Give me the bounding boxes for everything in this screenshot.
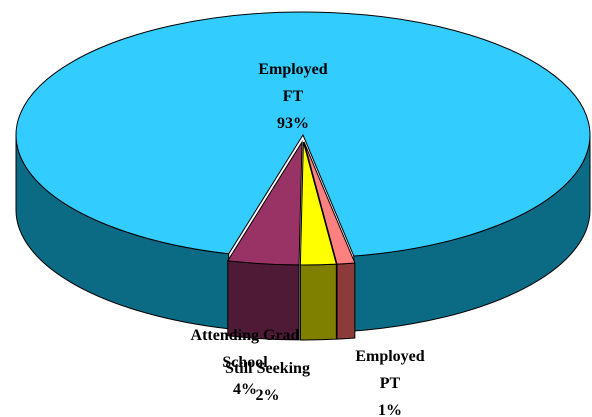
category-label: Attending Grad School [190,327,300,371]
slice-side [299,263,337,341]
slice-label: Still Seeking 2% [205,355,330,409]
category-label: Still Seeking [225,360,310,377]
slice-label: Employed PT 1% [345,343,435,417]
value-label: 1% [378,402,402,417]
slice [299,141,337,266]
slice-label: Attending Grad School 4% [185,322,305,403]
slice-side [336,262,356,340]
value-label: 4% [233,381,257,398]
category-label: Employed FT [258,61,328,105]
slice [15,11,591,257]
slice [303,141,356,265]
category-label: Employed PT [355,348,425,392]
value-label: 2% [255,387,280,404]
slice-label: Employed FT 93% [248,56,338,137]
slice [226,140,303,266]
value-label: 93% [277,115,309,132]
